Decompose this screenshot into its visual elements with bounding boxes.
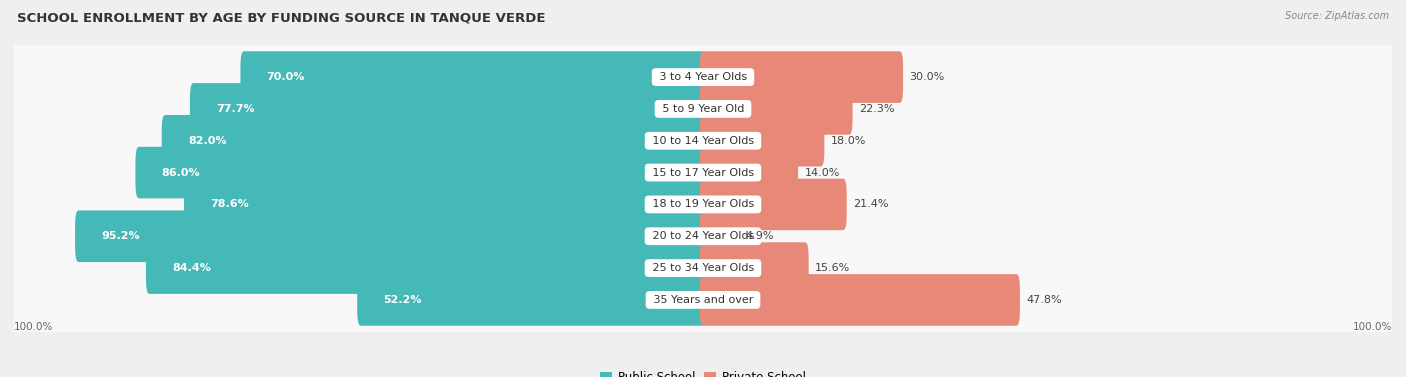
- FancyBboxPatch shape: [700, 115, 824, 167]
- Text: 25 to 34 Year Olds: 25 to 34 Year Olds: [648, 263, 758, 273]
- FancyBboxPatch shape: [13, 42, 1393, 112]
- Text: SCHOOL ENROLLMENT BY AGE BY FUNDING SOURCE IN TANQUE VERDE: SCHOOL ENROLLMENT BY AGE BY FUNDING SOUR…: [17, 11, 546, 24]
- Text: 86.0%: 86.0%: [162, 168, 200, 178]
- FancyBboxPatch shape: [700, 274, 1019, 326]
- Text: Source: ZipAtlas.com: Source: ZipAtlas.com: [1285, 11, 1389, 21]
- Text: 21.4%: 21.4%: [853, 199, 889, 209]
- FancyBboxPatch shape: [13, 106, 1393, 176]
- FancyBboxPatch shape: [13, 137, 1393, 208]
- FancyBboxPatch shape: [13, 169, 1393, 240]
- FancyBboxPatch shape: [13, 131, 1393, 214]
- Text: 15.6%: 15.6%: [815, 263, 851, 273]
- FancyBboxPatch shape: [13, 259, 1393, 341]
- Legend: Public School, Private School: Public School, Private School: [595, 366, 811, 377]
- Text: 77.7%: 77.7%: [217, 104, 254, 114]
- Text: 100.0%: 100.0%: [14, 322, 53, 332]
- FancyBboxPatch shape: [700, 179, 846, 230]
- FancyBboxPatch shape: [700, 147, 799, 198]
- Text: 20 to 24 Year Olds: 20 to 24 Year Olds: [648, 231, 758, 241]
- FancyBboxPatch shape: [13, 74, 1393, 144]
- FancyBboxPatch shape: [162, 115, 706, 167]
- Text: 30.0%: 30.0%: [910, 72, 945, 82]
- Text: 3 to 4 Year Olds: 3 to 4 Year Olds: [655, 72, 751, 82]
- FancyBboxPatch shape: [13, 233, 1393, 303]
- Text: 22.3%: 22.3%: [859, 104, 894, 114]
- FancyBboxPatch shape: [13, 265, 1393, 335]
- FancyBboxPatch shape: [13, 67, 1393, 150]
- Text: 95.2%: 95.2%: [101, 231, 141, 241]
- Text: 4.9%: 4.9%: [745, 231, 773, 241]
- FancyBboxPatch shape: [75, 210, 706, 262]
- FancyBboxPatch shape: [13, 201, 1393, 271]
- Text: 14.0%: 14.0%: [804, 168, 839, 178]
- Text: 5 to 9 Year Old: 5 to 9 Year Old: [658, 104, 748, 114]
- FancyBboxPatch shape: [184, 179, 706, 230]
- FancyBboxPatch shape: [13, 100, 1393, 182]
- FancyBboxPatch shape: [13, 227, 1393, 310]
- Text: 78.6%: 78.6%: [211, 199, 249, 209]
- FancyBboxPatch shape: [135, 147, 706, 198]
- FancyBboxPatch shape: [13, 36, 1393, 118]
- FancyBboxPatch shape: [700, 51, 903, 103]
- Text: 100.0%: 100.0%: [1353, 322, 1392, 332]
- FancyBboxPatch shape: [357, 274, 706, 326]
- Text: 35 Years and over: 35 Years and over: [650, 295, 756, 305]
- FancyBboxPatch shape: [190, 83, 706, 135]
- FancyBboxPatch shape: [700, 210, 738, 262]
- Text: 70.0%: 70.0%: [267, 72, 305, 82]
- FancyBboxPatch shape: [146, 242, 706, 294]
- Text: 82.0%: 82.0%: [188, 136, 226, 146]
- Text: 47.8%: 47.8%: [1026, 295, 1062, 305]
- Text: 10 to 14 Year Olds: 10 to 14 Year Olds: [648, 136, 758, 146]
- FancyBboxPatch shape: [13, 163, 1393, 246]
- FancyBboxPatch shape: [13, 195, 1393, 277]
- FancyBboxPatch shape: [700, 242, 808, 294]
- FancyBboxPatch shape: [240, 51, 706, 103]
- Text: 52.2%: 52.2%: [384, 295, 422, 305]
- FancyBboxPatch shape: [700, 83, 852, 135]
- Text: 15 to 17 Year Olds: 15 to 17 Year Olds: [648, 168, 758, 178]
- Text: 18 to 19 Year Olds: 18 to 19 Year Olds: [648, 199, 758, 209]
- Text: 84.4%: 84.4%: [172, 263, 211, 273]
- Text: 18.0%: 18.0%: [831, 136, 866, 146]
